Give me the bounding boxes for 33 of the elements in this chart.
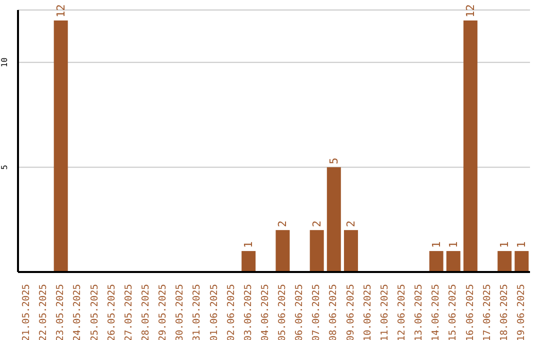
x-tick-label: 18.06.2025	[498, 284, 510, 340]
data-label: 1	[430, 241, 443, 248]
x-tick-label: 16.06.2025	[464, 284, 476, 340]
bar	[429, 251, 444, 272]
x-tick-label: 17.06.2025	[482, 284, 493, 340]
x-tick-label: 14.06.2025	[430, 284, 442, 340]
data-label: 1	[498, 241, 512, 248]
data-label: 12	[464, 4, 477, 18]
bar	[446, 251, 460, 272]
x-tick-label: 11.06.2025	[379, 284, 390, 340]
data-label: 1	[242, 241, 256, 248]
bar	[242, 251, 256, 272]
data-label: 12	[54, 4, 68, 18]
bar	[514, 251, 529, 272]
bar	[326, 167, 341, 272]
bar	[54, 20, 68, 272]
bar	[344, 230, 358, 272]
data-label: 1	[515, 241, 528, 248]
data-label: 2	[276, 220, 290, 228]
bar	[276, 230, 290, 272]
bar	[310, 230, 324, 272]
data-label: 2	[310, 220, 324, 228]
x-tick-label: 12.06.2025	[396, 284, 408, 340]
bar	[498, 251, 512, 272]
x-tick-label: 13.06.2025	[414, 284, 425, 340]
x-tick-label: 10.06.2025	[362, 284, 374, 340]
data-label: 1	[446, 241, 460, 248]
x-tick-label: 15.06.2025	[448, 284, 459, 340]
data-label: 2	[344, 220, 358, 228]
x-tick-label: 19.06.2025	[516, 284, 527, 340]
y-tick-label: 10	[0, 57, 9, 68]
data-label: 5	[327, 158, 340, 164]
bar	[463, 20, 478, 272]
